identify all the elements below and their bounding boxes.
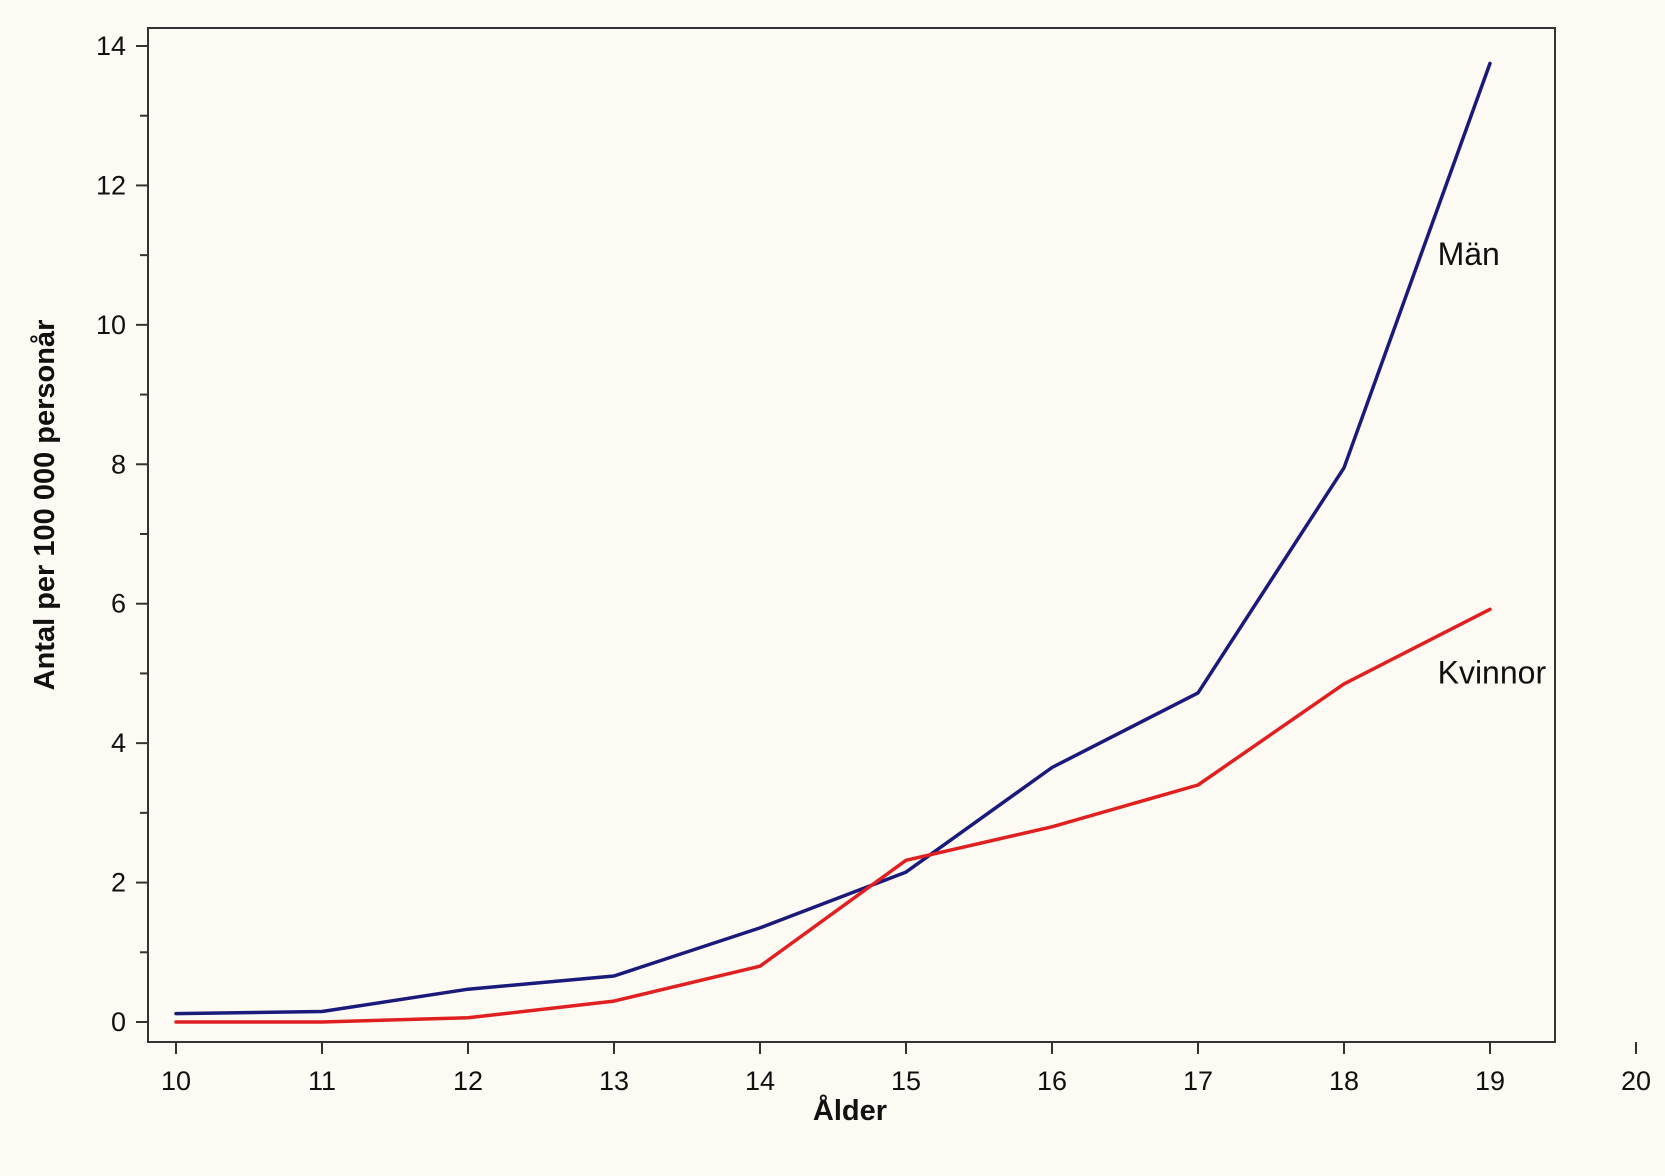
plot-area: [147, 27, 1556, 1043]
series-layer: Män Kvinnor: [174, 61, 1547, 1024]
x-tick-label: 17: [1183, 1066, 1213, 1096]
x-tick-label: 15: [891, 1066, 921, 1096]
x-tick-label: 14: [745, 1066, 775, 1096]
x-tick-label: 10: [161, 1066, 191, 1096]
y-tick-label: 2: [111, 868, 126, 898]
x-tick-label: 13: [599, 1066, 629, 1096]
y-tick-label: 10: [96, 310, 126, 340]
x-axis: 10 11 12 13 14 15 16 17 18 19 20: [161, 1042, 1651, 1096]
y-tick-label: 12: [96, 170, 126, 200]
series-label: Kvinnor: [1438, 654, 1547, 690]
y-axis: 0 2 4 6 8 10 12 14: [96, 31, 148, 1037]
series-label: Män: [1438, 236, 1500, 272]
y-tick-label: 4: [111, 728, 126, 758]
y-tick-label: 0: [111, 1007, 126, 1037]
y-tick-label: 14: [96, 31, 126, 61]
x-tick-label: 16: [1037, 1066, 1067, 1096]
x-tick-label: 19: [1475, 1066, 1505, 1096]
y-tick-label: 8: [111, 449, 126, 479]
x-tick-label: 11: [308, 1066, 336, 1096]
x-tick-label: 18: [1329, 1066, 1359, 1096]
series-line-man: [174, 61, 1492, 1016]
y-tick-label: 6: [111, 589, 126, 619]
series-line-kvinnor: [174, 607, 1492, 1024]
x-tick-label: 12: [453, 1066, 483, 1096]
x-axis-title: Ålder: [813, 1094, 887, 1127]
y-axis-title: Antal per 100 000 personår: [29, 320, 61, 691]
x-tick-label: 20: [1621, 1066, 1651, 1096]
